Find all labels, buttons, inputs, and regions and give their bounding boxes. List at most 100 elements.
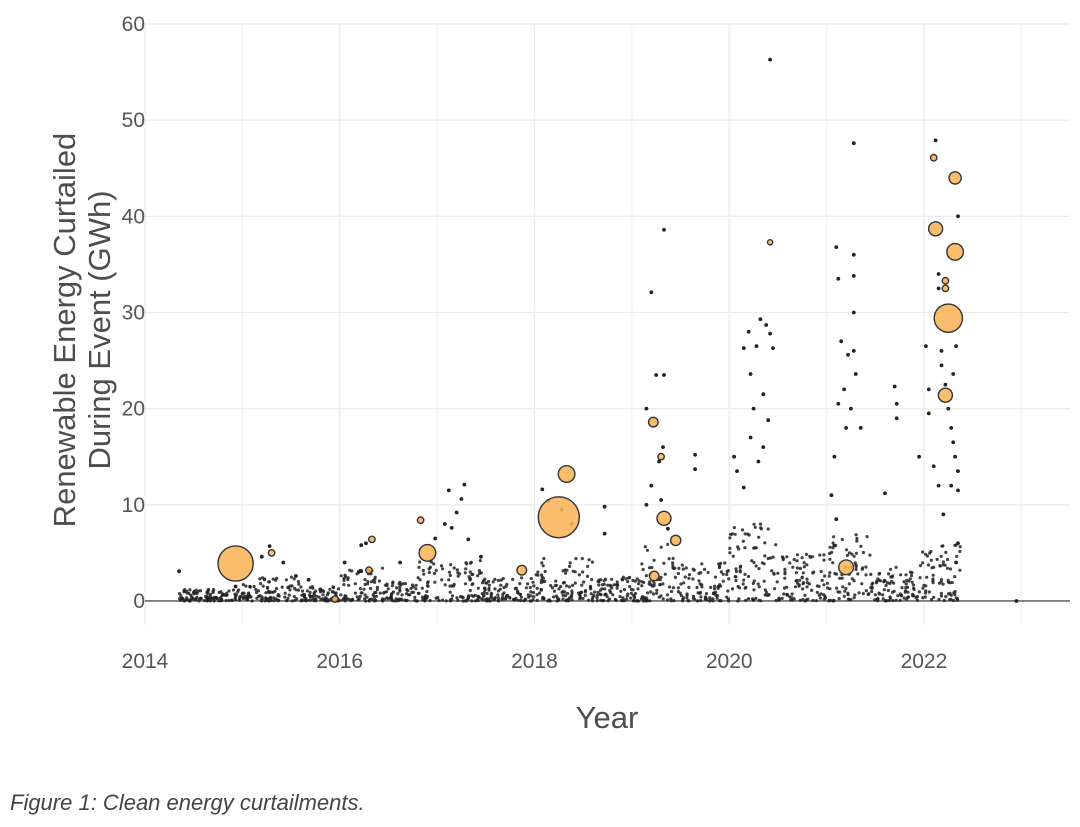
event-dot (673, 566, 677, 570)
event-dot (540, 487, 545, 492)
event-dot (731, 554, 735, 558)
event-dot (491, 580, 495, 584)
event-dot (285, 598, 289, 603)
event-dot (646, 591, 650, 595)
event-dot (828, 598, 833, 602)
event-dot (828, 545, 832, 549)
y-tick-label: 40 (122, 205, 145, 228)
event-dot (682, 581, 686, 585)
event-dot (819, 592, 823, 596)
event-dot (655, 588, 659, 592)
event-dot (740, 528, 745, 532)
event-dot (661, 582, 665, 586)
event-dot (230, 598, 234, 602)
event-dot (473, 593, 477, 597)
event-dot (578, 597, 582, 601)
event-dot (924, 584, 928, 588)
event-dot (750, 559, 754, 563)
event-dot (820, 578, 824, 583)
event-dot (290, 584, 294, 588)
event-dot (814, 599, 819, 603)
event-bubble (941, 276, 950, 285)
event-dot (622, 598, 627, 603)
event-dot (529, 599, 533, 603)
event-dot (780, 555, 785, 559)
event-dot (851, 274, 856, 278)
event-dot (432, 571, 437, 576)
event-dot (342, 576, 346, 581)
event-dot (753, 546, 757, 550)
y-tick-label: 0 (133, 590, 145, 613)
event-dot (414, 583, 418, 587)
event-dot (891, 599, 895, 603)
event-dot (746, 532, 750, 536)
event-dot (861, 550, 866, 555)
event-dot (421, 568, 425, 573)
event-dot (937, 597, 941, 602)
event-dot (477, 569, 481, 573)
event-dot (468, 588, 472, 593)
y-tick-label: 50 (122, 109, 145, 132)
event-dot (908, 570, 913, 574)
event-dot (470, 594, 474, 598)
event-dot (892, 581, 896, 585)
event-dot (464, 567, 468, 571)
event-dot (496, 578, 500, 583)
event-dot (633, 591, 638, 596)
event-dot (632, 598, 636, 603)
event-dot (847, 582, 851, 586)
event-dot (785, 593, 789, 597)
event-dot (818, 553, 822, 557)
event-dot (374, 590, 378, 595)
event-dot (939, 578, 944, 582)
event-dot (783, 572, 787, 576)
event-dot (926, 563, 931, 567)
event-dot (526, 582, 530, 586)
x-tick-label: 2014 (122, 650, 169, 673)
event-dot (615, 580, 619, 584)
event-dot (894, 598, 898, 602)
event-dot (681, 567, 685, 571)
event-dot (557, 598, 561, 602)
event-dot (504, 597, 508, 601)
event-dot (443, 522, 447, 526)
event-dot (762, 579, 766, 583)
event-dot (396, 592, 400, 596)
event-dot (649, 483, 654, 488)
event-dot (715, 596, 719, 600)
event-dot (772, 571, 776, 576)
event-dot (464, 599, 468, 603)
event-dot (359, 543, 364, 548)
event-dot (358, 587, 362, 591)
event-dot (711, 597, 715, 601)
event-dot (861, 592, 865, 596)
event-dot (458, 572, 462, 576)
event-dot (819, 569, 823, 574)
event-dot (321, 597, 325, 601)
event-dot (566, 592, 570, 596)
event-dot (591, 595, 595, 599)
event-dot (834, 245, 839, 250)
event-dot (954, 560, 958, 565)
event-dot (225, 591, 229, 595)
event-dot (407, 593, 411, 597)
event-dot (734, 567, 738, 571)
event-dot (378, 591, 382, 595)
event-bubble (267, 549, 276, 557)
event-dot (743, 546, 747, 550)
event-dot (801, 587, 805, 591)
event-dot (511, 577, 515, 582)
event-dot (651, 592, 656, 596)
event-dot (808, 555, 813, 559)
event-dot (683, 575, 687, 579)
event-dot (936, 483, 941, 488)
event-dot (267, 580, 271, 584)
event-dot (721, 579, 725, 583)
event-dot (189, 593, 193, 597)
event-dot (886, 588, 891, 593)
event-dot (308, 594, 312, 599)
event-dot (751, 581, 756, 586)
event-dot (757, 585, 761, 589)
event-dot (640, 584, 644, 588)
event-dot (844, 426, 848, 430)
